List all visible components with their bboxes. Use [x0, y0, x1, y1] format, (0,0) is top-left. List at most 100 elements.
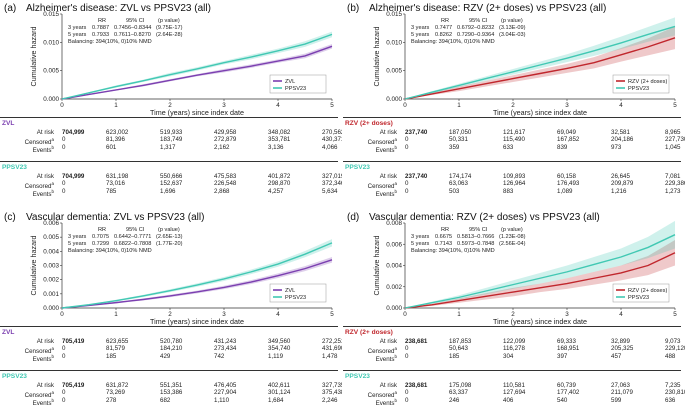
risk-value: 174,174: [449, 173, 472, 180]
x-tick-label: 5: [673, 311, 677, 318]
stat-p: (2.64E-28): [156, 32, 183, 38]
risk-value: 116,278: [503, 345, 525, 353]
risk-value: 742: [214, 352, 225, 360]
stat-p: (3.04E-03): [499, 32, 526, 38]
risk-row-label-sup: a: [394, 181, 397, 187]
risk-value: 973: [611, 143, 622, 151]
risk-row-label-sup: a: [394, 390, 397, 396]
risk-row-label: Censoreda: [343, 389, 397, 399]
stat-balancing: Balancing: 394(10%, 0)10% NMD: [68, 248, 152, 254]
risk-row-label-text: Events: [32, 399, 52, 407]
x-tick-label: 0: [60, 102, 64, 109]
x-axis-label: Time (years) since index date: [493, 317, 587, 326]
stat-p: (1.77E-20): [156, 241, 183, 247]
y-tick-label: 0.010: [43, 39, 59, 46]
series-line-rzv: [404, 252, 676, 309]
risk-value: 1,478: [322, 352, 338, 360]
risk-row-label-sup: b: [394, 397, 397, 403]
stat-period: 5 years: [411, 241, 430, 247]
x-tick-label: 3: [222, 102, 226, 109]
risk-value: 229,120: [665, 345, 685, 353]
risk-value: 4,257: [268, 187, 284, 195]
series-line-ppsv23: [61, 242, 333, 309]
risk-value: 63,063: [449, 180, 468, 188]
risk-value: 2,868: [214, 187, 230, 195]
risk-value: 187,050: [449, 129, 472, 136]
stat-header-p: (p value): [158, 18, 180, 24]
stat-header-rr: RR: [98, 227, 106, 233]
ci-band-ppsv23: [405, 220, 675, 308]
x-tick-label: 4: [619, 102, 623, 109]
km-plot: (b) Alzheimer's disease: RZV (2+ doses) v…: [347, 3, 677, 117]
risk-value: 1,216: [611, 187, 627, 195]
risk-row-label-text: At risk: [36, 129, 54, 136]
stat-rr: 0.7933: [92, 32, 109, 38]
stat-rr: 0.6675: [435, 234, 452, 240]
risk-row-label: Eventsb: [343, 188, 397, 198]
risk-divider: [343, 326, 681, 327]
series-line-ppsv23: [404, 234, 676, 309]
risk-value: 73,269: [106, 389, 125, 397]
risk-value: 209,879: [611, 180, 634, 188]
risk-value: 1,684: [268, 396, 284, 404]
risk-row-label: At risk: [0, 338, 54, 345]
risk-value: 69,049: [557, 129, 576, 136]
legend-label: ZVL: [285, 288, 295, 294]
stat-period: 5 years: [411, 32, 430, 38]
y-tick-label: 0.010: [386, 39, 402, 46]
risk-row-label-text: At risk: [379, 173, 397, 180]
risk-row-label-sup: b: [394, 353, 397, 359]
y-tick-label: 0.001: [43, 291, 59, 298]
risk-value: 301,124: [268, 389, 291, 397]
stat-header-p: (p value): [501, 227, 523, 233]
risk-value: 81,396: [106, 136, 125, 144]
stat-period: 5 years: [68, 241, 87, 247]
panel-c: (c) Vascular dementia: ZVL vs PPSV23 (all…: [0, 209, 342, 417]
risk-value: 7,081: [665, 173, 681, 180]
x-tick-label: 1: [457, 311, 461, 318]
stat-ci: 0.6442–0.7771: [114, 234, 151, 240]
risk-value: 7,235: [665, 382, 681, 389]
risk-value: 401,872: [268, 173, 291, 180]
stat-header-rr: RR: [441, 227, 449, 233]
risk-value: 430,371: [322, 136, 342, 144]
risk-row-label: At risk: [343, 173, 397, 180]
stat-header-ci: 95% CI: [469, 227, 488, 233]
risk-group-label: ZVL: [2, 329, 15, 336]
risk-group-label: PPSV23: [2, 164, 27, 171]
risk-value: 1,110: [214, 396, 230, 404]
y-axis-label: Cumulative hazard: [372, 27, 381, 87]
risk-row-label: Censoreda: [0, 389, 54, 399]
risk-value: 623,002: [106, 129, 129, 136]
risk-value: 1,119: [268, 352, 284, 360]
risk-table: ZVL At risk 705,419 623,655 520,780 431,243 34…: [0, 325, 342, 417]
stat-ci: 0.7290–0.9364: [457, 32, 494, 38]
risk-value: 599: [611, 396, 622, 404]
y-tick-label: 0.002: [43, 277, 59, 284]
x-tick-label: 2: [511, 102, 515, 109]
y-tick-label: 0.002: [386, 284, 402, 291]
risk-row-label-text: Events: [375, 146, 395, 154]
risk-value: 110,581: [503, 382, 525, 389]
x-axis-label: Time (years) since index date: [150, 317, 244, 326]
x-tick-label: 0: [403, 311, 407, 318]
risk-value: 115,490: [503, 136, 525, 144]
chart-title: Alzheimer's disease: ZVL vs PPSV23 (all): [26, 3, 211, 14]
risk-value: 349,560: [268, 338, 291, 345]
risk-row-label-sup: b: [394, 144, 397, 150]
chart-title: Alzheimer's disease: RZV (2+ doses) vs P…: [369, 3, 606, 14]
series-line-zvl: [61, 45, 333, 100]
risk-row-label: Censoreda: [343, 345, 397, 355]
risk-group-label: ZVL: [2, 120, 15, 127]
x-tick-label: 0: [403, 102, 407, 109]
risk-value: 3,136: [268, 143, 284, 151]
risk-value: 1,696: [160, 187, 176, 195]
y-tick-label: 0.000: [43, 305, 59, 312]
stat-p: (9.75E-17): [156, 25, 183, 31]
risk-value: 375,438: [322, 389, 342, 397]
risk-value: 601: [106, 143, 117, 151]
risk-row-label-sup: a: [394, 137, 397, 143]
x-tick-label: 2: [511, 311, 515, 318]
stat-p: (1.23E-08): [499, 234, 526, 240]
risk-group-label: PPSV23: [345, 373, 370, 380]
